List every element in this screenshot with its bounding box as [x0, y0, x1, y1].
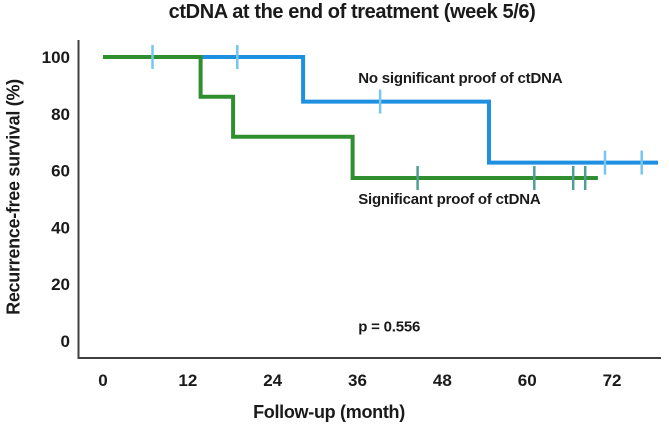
y-tick-label: 0 — [61, 332, 70, 351]
x-tick-label: 36 — [348, 371, 367, 390]
x-tick-label: 72 — [603, 371, 622, 390]
axis-spines — [77, 40, 661, 359]
y-tick-label: 40 — [51, 218, 70, 237]
chart-title: ctDNA at the end of treatment (week 5/6) — [168, 1, 536, 23]
x-tick-label: 60 — [518, 371, 537, 390]
p-value-annotation: p = 0.556 — [358, 319, 420, 336]
x-tick-label: 0 — [98, 371, 107, 390]
x-tick-label: 48 — [433, 371, 452, 390]
y-tick-label: 20 — [51, 275, 70, 294]
x-tick-label: 12 — [178, 371, 197, 390]
survival-curve-0 — [103, 55, 658, 165]
x-tick-label: 24 — [263, 371, 282, 390]
series-label-1: Significant proof of ctDNA — [358, 191, 541, 208]
y-tick-label: 100 — [42, 48, 70, 67]
survival-curve-1 — [103, 55, 598, 180]
y-tick-label: 60 — [51, 162, 70, 181]
y-tick-label: 80 — [51, 105, 70, 124]
x-axis-title: Follow-up (month) — [253, 402, 405, 422]
series-label-0: No significant proof of ctDNA — [358, 70, 563, 87]
